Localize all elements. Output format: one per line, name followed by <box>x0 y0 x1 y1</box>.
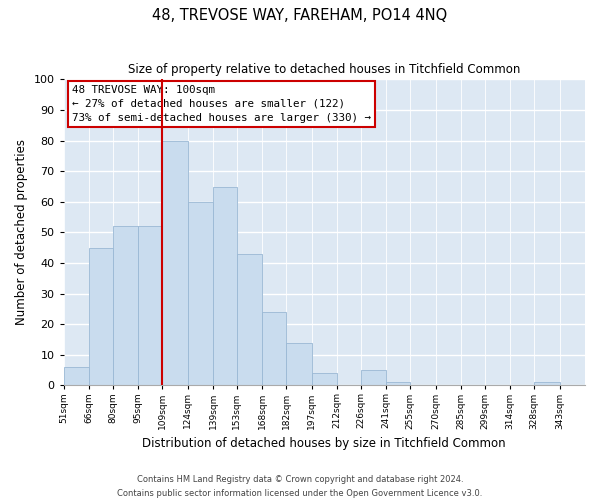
Bar <box>213 186 237 386</box>
Bar <box>64 367 89 386</box>
Bar <box>534 382 560 386</box>
Text: Contains HM Land Registry data © Crown copyright and database right 2024.
Contai: Contains HM Land Registry data © Crown c… <box>118 476 482 498</box>
Text: 48 TREVOSE WAY: 100sqm
← 27% of detached houses are smaller (122)
73% of semi-de: 48 TREVOSE WAY: 100sqm ← 27% of detached… <box>72 85 371 123</box>
Bar <box>311 373 337 386</box>
Bar <box>139 226 162 386</box>
Bar <box>188 202 213 386</box>
Bar <box>113 226 139 386</box>
Title: Size of property relative to detached houses in Titchfield Common: Size of property relative to detached ho… <box>128 62 520 76</box>
Bar <box>237 254 262 386</box>
Bar <box>162 140 188 386</box>
Y-axis label: Number of detached properties: Number of detached properties <box>15 140 28 326</box>
Bar <box>286 342 311 386</box>
Text: 48, TREVOSE WAY, FAREHAM, PO14 4NQ: 48, TREVOSE WAY, FAREHAM, PO14 4NQ <box>152 8 448 22</box>
Bar <box>262 312 286 386</box>
X-axis label: Distribution of detached houses by size in Titchfield Common: Distribution of detached houses by size … <box>142 437 506 450</box>
Bar <box>89 248 113 386</box>
Bar <box>386 382 410 386</box>
Bar <box>361 370 386 386</box>
